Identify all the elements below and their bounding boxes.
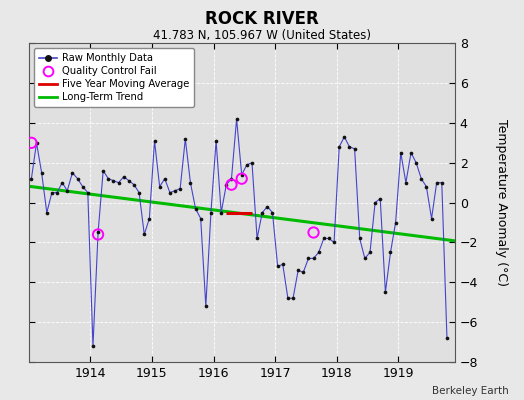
Point	[145, 215, 154, 222]
Point	[99, 168, 107, 174]
Y-axis label: Temperature Anomaly (°C): Temperature Anomaly (°C)	[495, 119, 508, 286]
Point	[417, 176, 425, 182]
Point	[27, 176, 36, 182]
Point	[79, 184, 87, 190]
Point	[237, 176, 246, 182]
Point	[258, 209, 267, 216]
Point	[407, 150, 415, 156]
Point	[89, 343, 97, 349]
Point	[428, 215, 436, 222]
Point	[248, 160, 256, 166]
Point	[314, 249, 323, 256]
Point	[438, 180, 446, 186]
Point	[156, 184, 164, 190]
Point	[37, 170, 46, 176]
Legend: Raw Monthly Data, Quality Control Fail, Five Year Moving Average, Long-Term Tren: Raw Monthly Data, Quality Control Fail, …	[34, 48, 194, 107]
Point	[366, 249, 374, 256]
Point	[63, 188, 71, 194]
Point	[335, 144, 343, 150]
Text: Berkeley Earth: Berkeley Earth	[432, 386, 508, 396]
Point	[181, 136, 190, 142]
Point	[94, 229, 102, 236]
Point	[140, 231, 148, 238]
Point	[119, 174, 128, 180]
Point	[279, 261, 287, 268]
Point	[381, 289, 389, 296]
Point	[176, 186, 184, 192]
Point	[130, 182, 138, 188]
Point	[104, 176, 113, 182]
Point	[386, 249, 395, 256]
Text: 41.783 N, 105.967 W (United States): 41.783 N, 105.967 W (United States)	[153, 29, 371, 42]
Point	[397, 150, 405, 156]
Point	[222, 182, 231, 188]
Point	[355, 235, 364, 242]
Point	[361, 255, 369, 262]
Point	[150, 138, 159, 144]
Point	[125, 178, 133, 184]
Point	[114, 180, 123, 186]
Point	[268, 209, 277, 216]
Point	[135, 190, 144, 196]
Point	[68, 170, 77, 176]
Point	[432, 180, 441, 186]
Point	[32, 140, 41, 146]
Text: ROCK RIVER: ROCK RIVER	[205, 10, 319, 28]
Point	[227, 182, 236, 188]
Point	[166, 190, 174, 196]
Point	[42, 209, 51, 216]
Point	[330, 239, 338, 246]
Point	[351, 146, 359, 152]
Point	[309, 229, 318, 236]
Point	[48, 190, 56, 196]
Point	[186, 180, 194, 186]
Point	[237, 172, 246, 178]
Point	[94, 231, 102, 238]
Point	[283, 295, 292, 302]
Point	[309, 255, 318, 262]
Point	[294, 267, 302, 274]
Point	[263, 203, 271, 210]
Point	[320, 235, 328, 242]
Point	[58, 180, 67, 186]
Point	[274, 263, 282, 270]
Point	[391, 219, 400, 226]
Point	[243, 162, 251, 168]
Point	[325, 235, 333, 242]
Point	[443, 335, 451, 341]
Point	[207, 209, 215, 216]
Point	[253, 235, 261, 242]
Point	[27, 140, 36, 146]
Point	[160, 176, 169, 182]
Point	[227, 176, 236, 182]
Point	[191, 205, 200, 212]
Point	[412, 160, 420, 166]
Point	[345, 144, 354, 150]
Point	[73, 176, 82, 182]
Point	[212, 138, 220, 144]
Point	[217, 209, 225, 216]
Point	[233, 116, 241, 122]
Point	[371, 200, 379, 206]
Point	[171, 188, 179, 194]
Point	[402, 180, 410, 186]
Point	[289, 295, 297, 302]
Point	[53, 190, 61, 196]
Point	[304, 255, 313, 262]
Point	[84, 190, 92, 196]
Point	[202, 303, 210, 310]
Point	[110, 178, 118, 184]
Point	[299, 269, 308, 276]
Point	[196, 215, 205, 222]
Point	[340, 134, 348, 140]
Point	[376, 196, 385, 202]
Point	[422, 184, 431, 190]
